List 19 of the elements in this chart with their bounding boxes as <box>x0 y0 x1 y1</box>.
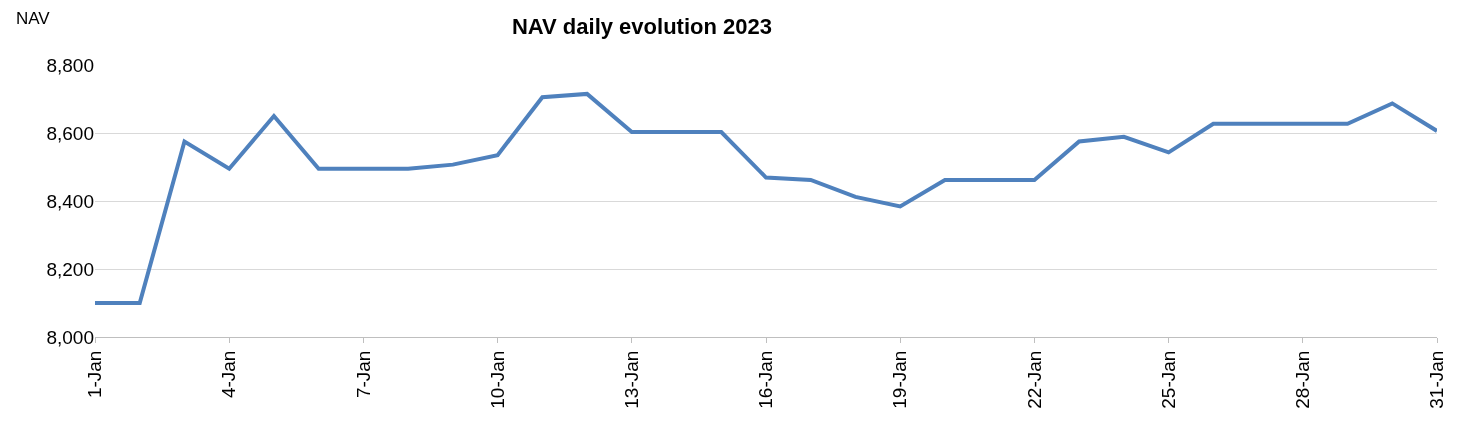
y-tick-label: 8,000 <box>46 326 94 348</box>
y-tick-label: 8,200 <box>46 258 94 280</box>
x-tick-label: 7-Jan <box>352 350 374 399</box>
x-tick-label: 13-Jan <box>620 350 642 409</box>
x-tick-label: 1-Jan <box>84 350 106 399</box>
x-tick-label: 16-Jan <box>755 350 777 409</box>
y-tick-label: 8,400 <box>46 190 94 212</box>
y-axis-title: NAV <box>16 9 51 28</box>
x-tick-label: 25-Jan <box>1157 350 1179 409</box>
x-tick-label: 19-Jan <box>889 350 911 409</box>
x-tick-label: 10-Jan <box>486 350 508 409</box>
x-tick-label: 4-Jan <box>218 350 240 399</box>
line-series <box>95 91 1437 305</box>
y-tick-label: 8,600 <box>46 122 94 144</box>
x-tick-label: 31-Jan <box>1426 350 1448 409</box>
x-tick-label: 28-Jan <box>1291 350 1313 409</box>
x-tick-label: 22-Jan <box>1023 350 1045 409</box>
y-tick-label: 8,800 <box>46 54 94 76</box>
chart-title: NAV daily evolution 2023 <box>511 14 772 40</box>
